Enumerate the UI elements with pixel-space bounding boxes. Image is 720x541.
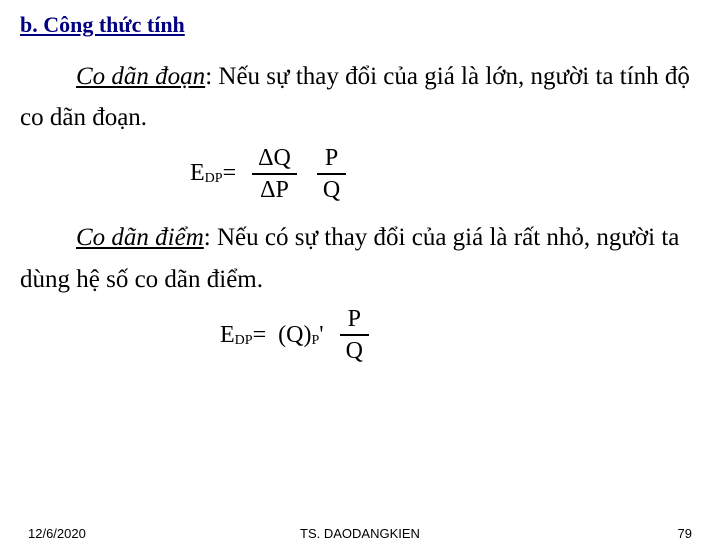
edp-eq: =: [223, 160, 237, 187]
footer-author: TS. DAODANGKIEN: [300, 526, 420, 541]
edp-E: E: [190, 160, 205, 187]
fraction-p-q-2: P Q: [340, 306, 369, 365]
formula-point-elasticity: EDP= (Q)P' P Q: [20, 306, 700, 365]
frac-den-dp: ΔP: [254, 175, 295, 203]
frac-den-q: Q: [317, 175, 346, 203]
edp-eq-2: =: [253, 322, 267, 349]
edp-E-2: E: [220, 322, 235, 349]
footer-page-number: 79: [678, 526, 692, 541]
paragraph-point-elasticity: Co dãn điểm: Nếu có sự thay đổi của giá …: [20, 217, 700, 300]
section-heading: b. Công thức tính: [20, 12, 700, 38]
edp-sub-2: DP: [235, 333, 253, 349]
frac-num-p-2: P: [342, 306, 367, 334]
formula-arc-elasticity: EDP= ΔQ ΔP P Q: [20, 145, 700, 204]
deriv-q: (Q): [278, 322, 311, 349]
derivative-term: (Q)P': [278, 322, 323, 349]
paragraph-arc-elasticity: Co dãn đoạn: Nếu sự thay đổi của giá là …: [20, 56, 700, 139]
deriv-prime: ': [319, 322, 323, 349]
term-point-elasticity: Co dãn điểm: [76, 224, 204, 251]
edp-symbol: EDP=: [190, 160, 236, 187]
frac-num-dq: ΔQ: [252, 145, 297, 173]
term-arc-elasticity: Co dãn đoạn: [76, 63, 205, 90]
frac-num-p: P: [319, 145, 344, 173]
edp-symbol-2: EDP=: [220, 322, 266, 349]
fraction-dq-dp: ΔQ ΔP: [252, 145, 297, 204]
edp-sub: DP: [205, 171, 223, 187]
deriv-sub-p: P: [311, 333, 319, 349]
footer-date: 12/6/2020: [28, 526, 86, 541]
fraction-p-q: P Q: [317, 145, 346, 204]
frac-den-q-2: Q: [340, 336, 369, 364]
